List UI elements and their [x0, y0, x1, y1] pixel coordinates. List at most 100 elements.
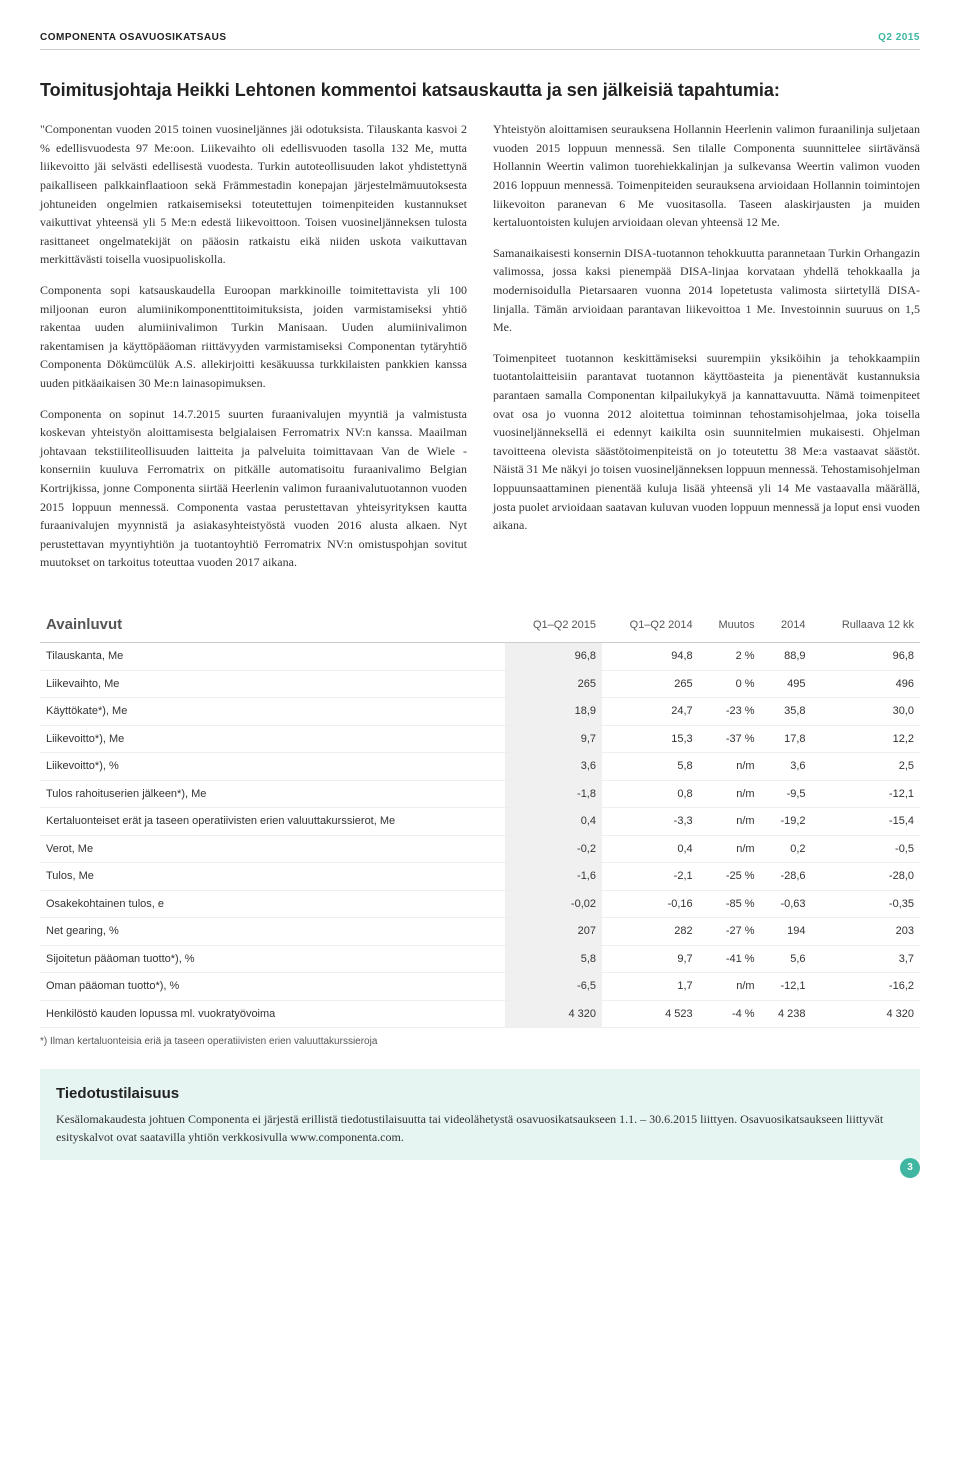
table-row: Net gearing, %207282-27 %194203	[40, 918, 920, 946]
table-cell: Sijoitetun pääoman tuotto*), %	[40, 945, 505, 973]
table-row: Verot, Me-0,20,4n/m0,2-0,5	[40, 835, 920, 863]
table-cell: 96,8	[812, 643, 920, 671]
table-cell: 203	[812, 918, 920, 946]
table-cell: 18,9	[505, 698, 602, 726]
table-title-cell: Avainluvut	[40, 608, 505, 643]
table-cell: 94,8	[602, 643, 699, 671]
table-cell: 2,5	[812, 753, 920, 781]
table-row: Henkilöstö kauden lopussa ml. vuokratyöv…	[40, 1000, 920, 1028]
table-cell: Tilauskanta, Me	[40, 643, 505, 671]
table-cell: Henkilöstö kauden lopussa ml. vuokratyöv…	[40, 1000, 505, 1028]
table-cell: -3,3	[602, 808, 699, 836]
table-row: Osakekohtainen tulos, e-0,02-0,16-85 %-0…	[40, 890, 920, 918]
table-cell: Oman pääoman tuotto*), %	[40, 973, 505, 1001]
table-cell: -6,5	[505, 973, 602, 1001]
table-header: Rullaava 12 kk	[812, 608, 920, 643]
table-row: Tulos, Me-1,6-2,1-25 %-28,6-28,0	[40, 863, 920, 891]
table-cell: 24,7	[602, 698, 699, 726]
table-cell: 0,8	[602, 780, 699, 808]
table-cell: n/m	[699, 753, 761, 781]
table-cell: -12,1	[761, 973, 812, 1001]
table-cell: Kertaluonteiset erät ja taseen operatiiv…	[40, 808, 505, 836]
table-cell: 3,6	[761, 753, 812, 781]
body-paragraph: Componenta on sopinut 14.7.2015 suurten …	[40, 405, 467, 572]
table-cell: -15,4	[812, 808, 920, 836]
body-paragraph: Samanaikaisesti konsernin DISA-tuotannon…	[493, 244, 920, 337]
table-cell: Net gearing, %	[40, 918, 505, 946]
table-cell: 9,7	[505, 725, 602, 753]
table-row: Sijoitetun pääoman tuotto*), %5,89,7-41 …	[40, 945, 920, 973]
table-cell: 5,8	[602, 753, 699, 781]
key-figures-table: Avainluvut Q1–Q2 2015 Q1–Q2 2014 Muutos …	[40, 608, 920, 1029]
table-footnote: *) Ilman kertaluonteisia eriä ja taseen …	[40, 1034, 920, 1049]
table-cell: 265	[505, 670, 602, 698]
table-cell: -0,63	[761, 890, 812, 918]
body-paragraph: Toimenpiteet tuotannon keskittämiseksi s…	[493, 349, 920, 535]
table-cell: 3,6	[505, 753, 602, 781]
table-cell: 5,8	[505, 945, 602, 973]
table-cell: -0,16	[602, 890, 699, 918]
table-cell: 4 523	[602, 1000, 699, 1028]
main-title: Toimitusjohtaja Heikki Lehtonen kommento…	[40, 78, 920, 102]
table-cell: -25 %	[699, 863, 761, 891]
table-cell: n/m	[699, 780, 761, 808]
table-cell: 12,2	[812, 725, 920, 753]
table-cell: 0,2	[761, 835, 812, 863]
table-cell: -0,2	[505, 835, 602, 863]
table-cell: 0,4	[505, 808, 602, 836]
table-cell: -0,02	[505, 890, 602, 918]
table-cell: -37 %	[699, 725, 761, 753]
table-row: Liikevaihto, Me2652650 %495496	[40, 670, 920, 698]
table-cell: Liikevoitto*), Me	[40, 725, 505, 753]
body-paragraph: Yhteistyön aloittamisen seurauksena Holl…	[493, 120, 920, 232]
table-cell: -0,35	[812, 890, 920, 918]
table-row: Tulos rahoituserien jälkeen*), Me-1,80,8…	[40, 780, 920, 808]
table-cell: 17,8	[761, 725, 812, 753]
table-cell: 495	[761, 670, 812, 698]
table-cell: Tulos rahoituserien jälkeen*), Me	[40, 780, 505, 808]
table-cell: Liikevaihto, Me	[40, 670, 505, 698]
table-cell: 2 %	[699, 643, 761, 671]
table-header: Muutos	[699, 608, 761, 643]
table-cell: -0,5	[812, 835, 920, 863]
table-cell: 265	[602, 670, 699, 698]
table-row: Kertaluonteiset erät ja taseen operatiiv…	[40, 808, 920, 836]
table-cell: -85 %	[699, 890, 761, 918]
table-cell: 282	[602, 918, 699, 946]
table-cell: n/m	[699, 835, 761, 863]
table-cell: 3,7	[812, 945, 920, 973]
table-cell: 96,8	[505, 643, 602, 671]
table-row: Käyttökate*), Me18,924,7-23 %35,830,0	[40, 698, 920, 726]
table-header: Q1–Q2 2015	[505, 608, 602, 643]
table-cell: -12,1	[812, 780, 920, 808]
page-number: 3	[900, 1158, 920, 1178]
table-cell: 9,7	[602, 945, 699, 973]
table-cell: 30,0	[812, 698, 920, 726]
table-cell: 0,4	[602, 835, 699, 863]
table-cell: -9,5	[761, 780, 812, 808]
table-cell: 4 238	[761, 1000, 812, 1028]
table-cell: n/m	[699, 808, 761, 836]
table-cell: 4 320	[505, 1000, 602, 1028]
header-left: COMPONENTA OSAVUOSIKATSAUS	[40, 30, 227, 45]
table-cell: 88,9	[761, 643, 812, 671]
table-row: Liikevoitto*), %3,65,8n/m3,62,5	[40, 753, 920, 781]
table-cell: -16,2	[812, 973, 920, 1001]
table-row: Tilauskanta, Me96,894,82 %88,996,8	[40, 643, 920, 671]
table-cell: -41 %	[699, 945, 761, 973]
table-cell: n/m	[699, 973, 761, 1001]
page: COMPONENTA OSAVUOSIKATSAUS Q2 2015 Toimi…	[0, 0, 960, 1190]
table-cell: Tulos, Me	[40, 863, 505, 891]
table-cell: 207	[505, 918, 602, 946]
table-cell: 496	[812, 670, 920, 698]
table-cell: Käyttökate*), Me	[40, 698, 505, 726]
table-cell: Osakekohtainen tulos, e	[40, 890, 505, 918]
left-column: "Componentan vuoden 2015 toinen vuosinel…	[40, 120, 467, 584]
table-row: Oman pääoman tuotto*), %-6,51,7n/m-12,1-…	[40, 973, 920, 1001]
right-column: Yhteistyön aloittamisen seurauksena Holl…	[493, 120, 920, 584]
table-cell: -28,6	[761, 863, 812, 891]
table-cell: Liikevoitto*), %	[40, 753, 505, 781]
table-cell: 4 320	[812, 1000, 920, 1028]
table-title: Avainluvut	[46, 616, 122, 633]
info-box: Tiedotustilaisuus Kesälomakaudesta johtu…	[40, 1069, 920, 1160]
